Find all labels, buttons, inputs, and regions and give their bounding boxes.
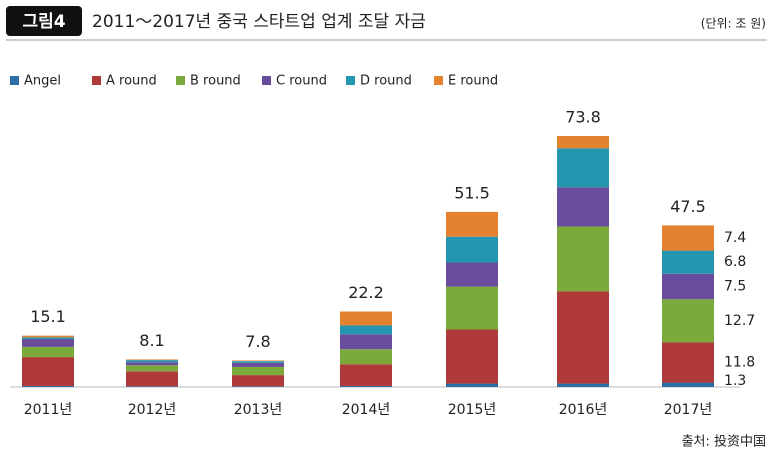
bar-segment [340, 385, 392, 387]
legend-swatch [176, 76, 185, 85]
bar-segment [557, 383, 609, 387]
bar-segment [340, 325, 392, 335]
bar-segment [557, 291, 609, 384]
bar-segment [340, 334, 392, 350]
legend-label: C round [276, 74, 327, 89]
unit: (단위: 조 원) [701, 17, 766, 31]
bar-segment [22, 346, 74, 358]
legend-label: E round [448, 74, 498, 89]
x-tick-label: 2012년 [128, 402, 177, 418]
bar-segment [126, 359, 178, 361]
bar-segment [557, 226, 609, 292]
legend-swatch [434, 76, 443, 85]
legend-swatch [92, 76, 101, 85]
source: 출처: 投资中国 [682, 434, 766, 450]
bar-segment [126, 365, 178, 372]
legend-swatch [262, 76, 271, 85]
segment-label: 7.4 [724, 230, 746, 246]
bar-segment [232, 360, 284, 362]
bar-segment [557, 148, 609, 188]
bar-segment [340, 364, 392, 386]
bar-segment [662, 225, 714, 251]
bar-segment [22, 335, 74, 338]
bar-segment [232, 361, 284, 363]
badge-bg [6, 6, 82, 36]
bar-segment [126, 371, 178, 387]
bar-segment [662, 273, 714, 300]
segment-label: 7.5 [724, 278, 746, 294]
bar-segment [126, 362, 178, 366]
bar-segment [126, 386, 178, 387]
segment-label: 12.7 [724, 313, 755, 329]
total-label: 15.1 [30, 307, 66, 326]
bar-segment [557, 187, 609, 227]
total-label: 22.2 [348, 283, 384, 302]
x-tick-label: 2013년 [234, 402, 283, 418]
bar-segment [446, 329, 498, 384]
badge: 그림4 [22, 12, 65, 32]
legend-swatch [346, 76, 355, 85]
bar-segment [22, 385, 74, 387]
segment-label: 11.8 [724, 355, 755, 371]
total-label: 73.8 [565, 108, 601, 127]
x-tick-label: 2017년 [664, 402, 713, 418]
legend-label: B round [190, 74, 241, 89]
bar-segment [232, 362, 284, 367]
x-tick-label: 2014년 [342, 402, 391, 418]
legend-swatch [10, 76, 19, 85]
chart-title: 2011～2017년 중국 스타트업 업계 조달 자금 [92, 12, 426, 32]
bar-segment [232, 386, 284, 387]
legend-label: A round [106, 74, 157, 89]
total-label: 47.5 [670, 197, 706, 216]
bar-segment [232, 375, 284, 387]
bar-segment [232, 366, 284, 376]
bar-segment [662, 299, 714, 343]
bar-segment [662, 382, 714, 387]
x-tick-label: 2015년 [448, 402, 497, 418]
bar-segment [446, 211, 498, 237]
bar-segment [557, 136, 609, 149]
x-tick-label: 2016년 [559, 402, 608, 418]
legend-label: Angel [24, 74, 61, 89]
bar-segment [446, 286, 498, 330]
bar-segment [22, 339, 74, 347]
bar-segment [446, 236, 498, 263]
total-label: 8.1 [139, 331, 164, 350]
bar-segment [126, 360, 178, 363]
bar-segment [446, 383, 498, 387]
bar-segment [22, 357, 74, 386]
bar-segment [340, 311, 392, 326]
segment-label: 1.3 [724, 373, 746, 389]
bar-segment [22, 337, 74, 340]
x-tick-label: 2011년 [24, 402, 73, 418]
bar-segment [662, 250, 714, 274]
total-label: 7.8 [245, 332, 270, 351]
segment-label: 6.8 [724, 254, 746, 270]
total-label: 51.5 [454, 183, 490, 202]
legend-label: D round [360, 74, 412, 89]
bar-segment [446, 262, 498, 287]
bar-segment [340, 349, 392, 365]
bar-segment [662, 342, 714, 383]
